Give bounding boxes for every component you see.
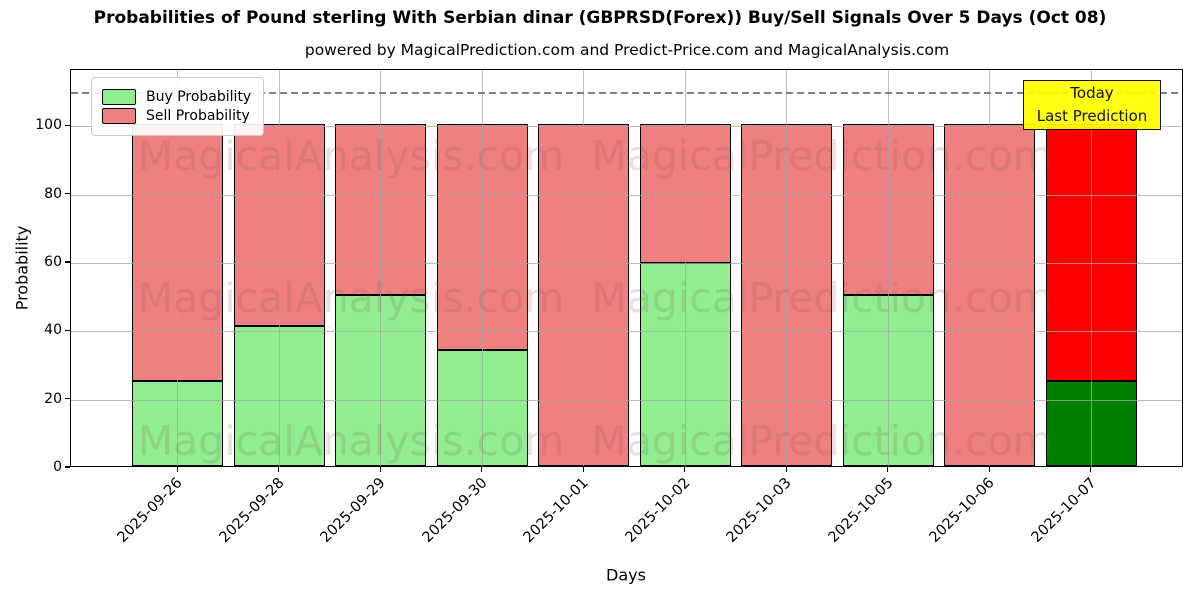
gridline-vertical	[583, 70, 584, 466]
plot-area: Buy Probability Sell Probability Today L…	[70, 69, 1183, 467]
y-tick-label: 100	[35, 117, 62, 134]
x-tick-label: 2025-10-01	[520, 475, 592, 546]
x-tick-label: 2025-10-06	[926, 475, 998, 546]
x-tick-label: 2025-10-03	[723, 475, 795, 546]
annotation-line1: Today	[1070, 84, 1114, 102]
x-tick-label: 2025-09-30	[419, 475, 491, 546]
x-axis-label: Days	[606, 565, 646, 585]
x-tick-mark	[176, 467, 178, 472]
x-tick-label: 2025-10-07	[1028, 475, 1100, 546]
x-tick-label: 2025-09-26	[114, 475, 186, 546]
y-tick-mark	[65, 124, 70, 126]
legend-item-sell: Sell Probability	[102, 108, 251, 124]
legend-label-buy: Buy Probability	[146, 89, 252, 105]
x-tick-mark	[988, 467, 990, 472]
x-tick-mark	[785, 467, 787, 472]
gridline-vertical	[481, 70, 483, 466]
x-tick-mark	[278, 467, 280, 472]
gridline-vertical	[684, 70, 686, 466]
chart-subtitle: powered by MagicalPrediction.com and Pre…	[304, 41, 950, 59]
chart-title: Probabilities of Pound sterling With Ser…	[93, 8, 1107, 28]
y-tick-mark	[65, 466, 70, 468]
sell-probability-swatch	[102, 108, 136, 124]
gridline-vertical	[989, 70, 990, 466]
x-tick-mark	[582, 467, 584, 472]
buy-probability-swatch	[102, 89, 136, 105]
legend: Buy Probability Sell Probability	[91, 77, 265, 136]
y-tick-label: 40	[44, 322, 62, 339]
x-tick-label: 2025-09-28	[216, 475, 288, 546]
dashed-threshold-line	[71, 92, 1182, 95]
x-tick-label: 2025-10-02	[622, 475, 694, 546]
gridline-horizontal	[71, 126, 1182, 128]
x-tick-mark	[379, 467, 381, 472]
y-tick-mark	[65, 398, 70, 400]
x-tick-label: 2025-10-05	[825, 475, 897, 546]
gridline-vertical	[786, 70, 787, 466]
legend-item-buy: Buy Probability	[102, 89, 251, 105]
y-tick-mark	[65, 329, 70, 331]
annotation-line2: Last Prediction	[1036, 107, 1148, 126]
today-annotation: Today Last Prediction	[1023, 80, 1161, 130]
y-tick-label: 80	[44, 185, 62, 202]
x-tick-mark	[481, 467, 483, 472]
gridline-vertical	[887, 70, 889, 466]
y-tick-label: 20	[44, 390, 62, 407]
gridline-vertical	[177, 70, 178, 466]
x-tick-mark	[887, 467, 889, 472]
y-tick-mark	[65, 193, 70, 195]
gridline-horizontal	[71, 263, 1182, 265]
gridline-horizontal	[71, 399, 1182, 401]
gridline-vertical	[1090, 70, 1092, 466]
x-tick-label: 2025-09-29	[317, 475, 389, 546]
gridline-vertical	[278, 70, 280, 466]
y-tick-label: 60	[44, 254, 62, 271]
y-tick-label: 0	[53, 459, 62, 475]
legend-label-sell: Sell Probability	[146, 108, 250, 124]
gridline-horizontal	[71, 194, 1182, 196]
x-tick-mark	[684, 467, 686, 472]
gridline-vertical	[380, 70, 381, 466]
gridline-horizontal	[71, 331, 1182, 333]
y-tick-mark	[65, 261, 70, 263]
x-tick-mark	[1090, 467, 1092, 472]
